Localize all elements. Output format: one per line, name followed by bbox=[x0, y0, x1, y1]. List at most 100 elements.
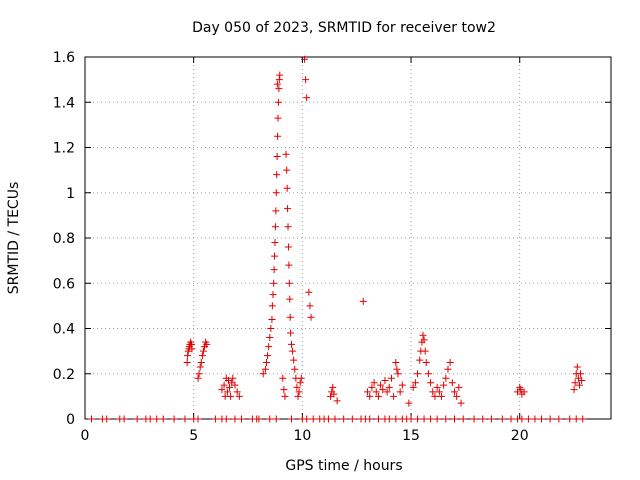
data-point bbox=[274, 132, 282, 140]
data-point bbox=[196, 363, 204, 371]
data-point bbox=[303, 94, 311, 102]
data-point bbox=[276, 71, 284, 79]
data-point bbox=[572, 415, 580, 423]
data-point bbox=[120, 415, 128, 423]
data-point bbox=[303, 415, 311, 423]
data-point bbox=[427, 415, 435, 423]
data-point bbox=[437, 392, 445, 400]
data-point bbox=[393, 365, 401, 373]
data-point bbox=[223, 388, 231, 396]
data-point bbox=[379, 386, 387, 394]
data-point bbox=[451, 388, 459, 396]
data-point bbox=[284, 205, 292, 213]
data-point bbox=[374, 392, 382, 400]
data-point bbox=[270, 279, 278, 287]
x-tick-label: 20 bbox=[511, 428, 529, 444]
data-point bbox=[297, 374, 305, 382]
data-point bbox=[203, 340, 211, 348]
data-point bbox=[420, 336, 428, 344]
data-point bbox=[301, 55, 309, 63]
data-point bbox=[198, 352, 206, 360]
data-point bbox=[275, 85, 283, 93]
data-point bbox=[487, 415, 495, 423]
data-point bbox=[366, 392, 374, 400]
data-point bbox=[231, 381, 239, 389]
data-point bbox=[285, 261, 293, 269]
x-tick-label: 10 bbox=[293, 428, 311, 444]
data-point bbox=[392, 358, 400, 366]
data-point bbox=[283, 166, 291, 174]
data-point bbox=[407, 415, 415, 423]
data-point bbox=[268, 315, 276, 323]
data-point bbox=[307, 313, 315, 321]
data-point bbox=[409, 383, 417, 391]
data-point bbox=[442, 374, 450, 382]
data-point bbox=[453, 392, 461, 400]
data-point bbox=[194, 374, 202, 382]
y-axis-label: SRMTID / TECUs bbox=[6, 182, 22, 295]
x-tick-label: 15 bbox=[402, 428, 420, 444]
data-point bbox=[383, 388, 391, 396]
data-point bbox=[271, 252, 279, 260]
data-point bbox=[103, 415, 111, 423]
data-point bbox=[385, 415, 393, 423]
x-tick-label: 5 bbox=[189, 428, 198, 444]
data-point bbox=[284, 243, 292, 251]
data-point bbox=[211, 415, 219, 423]
data-point bbox=[387, 374, 395, 382]
data-point bbox=[459, 415, 467, 423]
data-point bbox=[284, 223, 292, 231]
data-point bbox=[364, 388, 372, 396]
data-point bbox=[295, 388, 303, 396]
chart-title: Day 050 of 2023, SRMTID for receiver tow… bbox=[192, 20, 496, 36]
data-point bbox=[422, 358, 430, 366]
data-point bbox=[287, 340, 295, 348]
data-point bbox=[184, 352, 192, 360]
x-axis-label: GPS time / hours bbox=[285, 458, 402, 474]
data-point bbox=[421, 347, 429, 355]
data-point bbox=[281, 392, 289, 400]
data-point bbox=[577, 370, 585, 378]
data-point bbox=[398, 381, 406, 389]
data-point bbox=[433, 383, 441, 391]
data-point bbox=[273, 153, 281, 161]
data-point bbox=[274, 114, 282, 122]
data-points bbox=[88, 55, 587, 423]
data-point bbox=[231, 415, 239, 423]
x-axis-ticks: 0 5 10 15 20 bbox=[81, 57, 529, 444]
data-point bbox=[372, 388, 380, 396]
data-point bbox=[329, 383, 337, 391]
data-point bbox=[444, 365, 452, 373]
grid bbox=[85, 57, 611, 419]
data-point bbox=[424, 370, 432, 378]
data-point bbox=[429, 388, 437, 396]
data-point bbox=[555, 415, 563, 423]
data-point bbox=[227, 392, 235, 400]
data-point bbox=[88, 415, 96, 423]
data-point bbox=[414, 370, 422, 378]
data-point bbox=[340, 415, 348, 423]
data-point bbox=[237, 415, 245, 423]
data-point bbox=[153, 415, 161, 423]
data-point bbox=[381, 377, 389, 385]
data-point bbox=[286, 313, 294, 321]
data-point bbox=[293, 383, 301, 391]
data-point bbox=[266, 334, 274, 342]
data-point bbox=[285, 279, 293, 287]
data-point bbox=[392, 415, 400, 423]
data-point bbox=[255, 415, 263, 423]
data-point bbox=[498, 415, 506, 423]
data-point bbox=[271, 223, 279, 231]
data-point bbox=[427, 379, 435, 387]
data-point bbox=[520, 388, 528, 396]
data-point bbox=[579, 415, 587, 423]
plot-frame bbox=[84, 56, 612, 420]
data-point bbox=[377, 381, 385, 389]
y-tick-label: 0.8 bbox=[53, 231, 75, 247]
data-point bbox=[133, 415, 141, 423]
data-point bbox=[442, 415, 450, 423]
data-point bbox=[181, 415, 189, 423]
data-point bbox=[507, 415, 515, 423]
data-point bbox=[264, 352, 272, 360]
data-point bbox=[348, 415, 356, 423]
